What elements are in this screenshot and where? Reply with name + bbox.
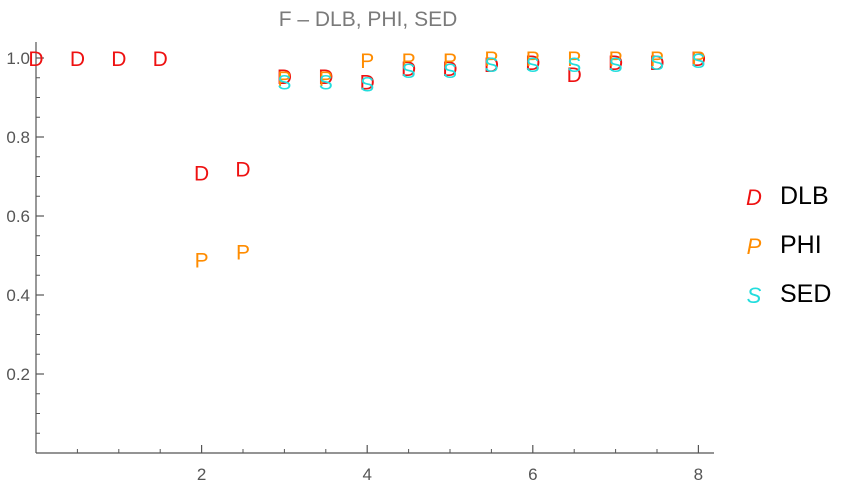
data-point-phi: P bbox=[484, 48, 498, 71]
data-point-phi: P bbox=[567, 48, 581, 71]
legend-item-phi: P PHI bbox=[747, 231, 822, 259]
data-point-sed: S bbox=[567, 54, 581, 77]
data-point-dlb: D bbox=[235, 159, 250, 182]
chart-title: F – DLB, PHI, SED bbox=[279, 8, 458, 31]
axes: 2 4 6 8 0.2 0.4 0.6 0.8 1.0 bbox=[6, 42, 714, 484]
series-dlb: D D D D D D D D D D D D D D D D D bbox=[28, 48, 706, 186]
data-point-phi: P bbox=[526, 48, 540, 71]
data-point-dlb: D bbox=[360, 72, 375, 95]
data-point-dlb: D bbox=[194, 163, 209, 186]
data-point-dlb: D bbox=[28, 48, 43, 71]
data-point-sed: S bbox=[650, 52, 664, 75]
data-point-sed: S bbox=[402, 60, 416, 83]
data-point-dlb: D bbox=[567, 64, 582, 87]
data-point-sed: S bbox=[526, 54, 540, 77]
data-point-dlb: D bbox=[70, 48, 85, 71]
y-tick-label: 0.2 bbox=[6, 365, 30, 384]
data-point-dlb: D bbox=[401, 58, 416, 81]
y-tick-label: 0.8 bbox=[6, 128, 30, 147]
data-point-phi: P bbox=[195, 249, 209, 272]
y-tick-label: 1.0 bbox=[6, 49, 30, 68]
data-point-phi: P bbox=[609, 48, 623, 71]
legend-marker: S bbox=[747, 283, 762, 308]
data-point-dlb: D bbox=[153, 48, 168, 71]
data-point-dlb: D bbox=[691, 48, 706, 71]
data-point-phi: P bbox=[691, 48, 705, 71]
data-point-dlb: D bbox=[442, 58, 457, 81]
data-point-dlb: D bbox=[111, 48, 126, 71]
legend: D DLB P PHI S SED bbox=[746, 182, 831, 308]
data-point-phi: P bbox=[319, 68, 333, 91]
data-point-sed: S bbox=[360, 74, 374, 97]
data-point-dlb: D bbox=[318, 66, 333, 89]
data-point-phi: P bbox=[402, 50, 416, 73]
data-point-phi: P bbox=[443, 50, 457, 73]
legend-marker: D bbox=[746, 185, 762, 210]
legend-label: PHI bbox=[780, 231, 822, 259]
plot-area: D D D DD DD D DD D D DDD D DP PP PP P P P P P P P PS S SS S S S S S S… bbox=[28, 48, 706, 272]
x-tick-label: 6 bbox=[528, 465, 537, 484]
data-point-dlb: D bbox=[484, 54, 499, 77]
y-tick-label: 0.4 bbox=[6, 286, 30, 305]
data-point-dlb: D bbox=[608, 52, 623, 75]
legend-item-sed: S SED bbox=[747, 280, 832, 308]
data-point-dlb: D bbox=[649, 52, 664, 75]
data-point-sed: S bbox=[484, 54, 498, 77]
data-point-dlb: D bbox=[525, 52, 540, 75]
legend-label: SED bbox=[780, 280, 831, 308]
data-point-sed: S bbox=[691, 50, 705, 73]
data-point-phi: P bbox=[360, 50, 374, 73]
y-tick-label: 0.6 bbox=[6, 207, 30, 226]
data-point-phi: P bbox=[650, 48, 664, 71]
data-point-phi: P bbox=[236, 242, 250, 265]
legend-item-dlb: D DLB bbox=[746, 182, 829, 210]
x-tick-label: 4 bbox=[362, 465, 371, 484]
data-point-sed: S bbox=[443, 60, 457, 83]
data-point-sed: S bbox=[319, 72, 333, 95]
data-point-dlb: D bbox=[277, 66, 292, 89]
data-point-sed: S bbox=[277, 72, 291, 95]
data-point-phi: P bbox=[277, 68, 291, 91]
legend-label: DLB bbox=[780, 182, 829, 210]
x-tick-label: 2 bbox=[197, 465, 206, 484]
legend-marker: P bbox=[747, 234, 762, 259]
series-phi: P P P P P P P P P P P P P bbox=[195, 48, 706, 272]
x-tick-label: 8 bbox=[694, 465, 703, 484]
data-point-sed: S bbox=[609, 54, 623, 77]
series-sed: S S S S S S S S S S S bbox=[277, 50, 705, 97]
